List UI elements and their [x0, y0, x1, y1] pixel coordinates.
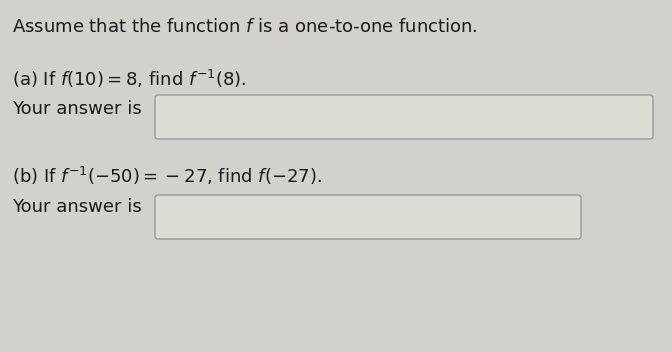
FancyBboxPatch shape: [155, 95, 653, 139]
Text: Assume that the function $f$ is a one-to-one function.: Assume that the function $f$ is a one-to…: [12, 18, 478, 36]
FancyBboxPatch shape: [155, 195, 581, 239]
Text: Your answer is: Your answer is: [12, 198, 142, 216]
Text: (b) If $f^{-1}(-50) = -27$, find $f(-27)$.: (b) If $f^{-1}(-50) = -27$, find $f(-27)…: [12, 165, 322, 187]
Text: Your answer is: Your answer is: [12, 100, 142, 118]
Text: (a) If $f(10) = 8$, find $f^{-1}(8)$.: (a) If $f(10) = 8$, find $f^{-1}(8)$.: [12, 68, 247, 90]
